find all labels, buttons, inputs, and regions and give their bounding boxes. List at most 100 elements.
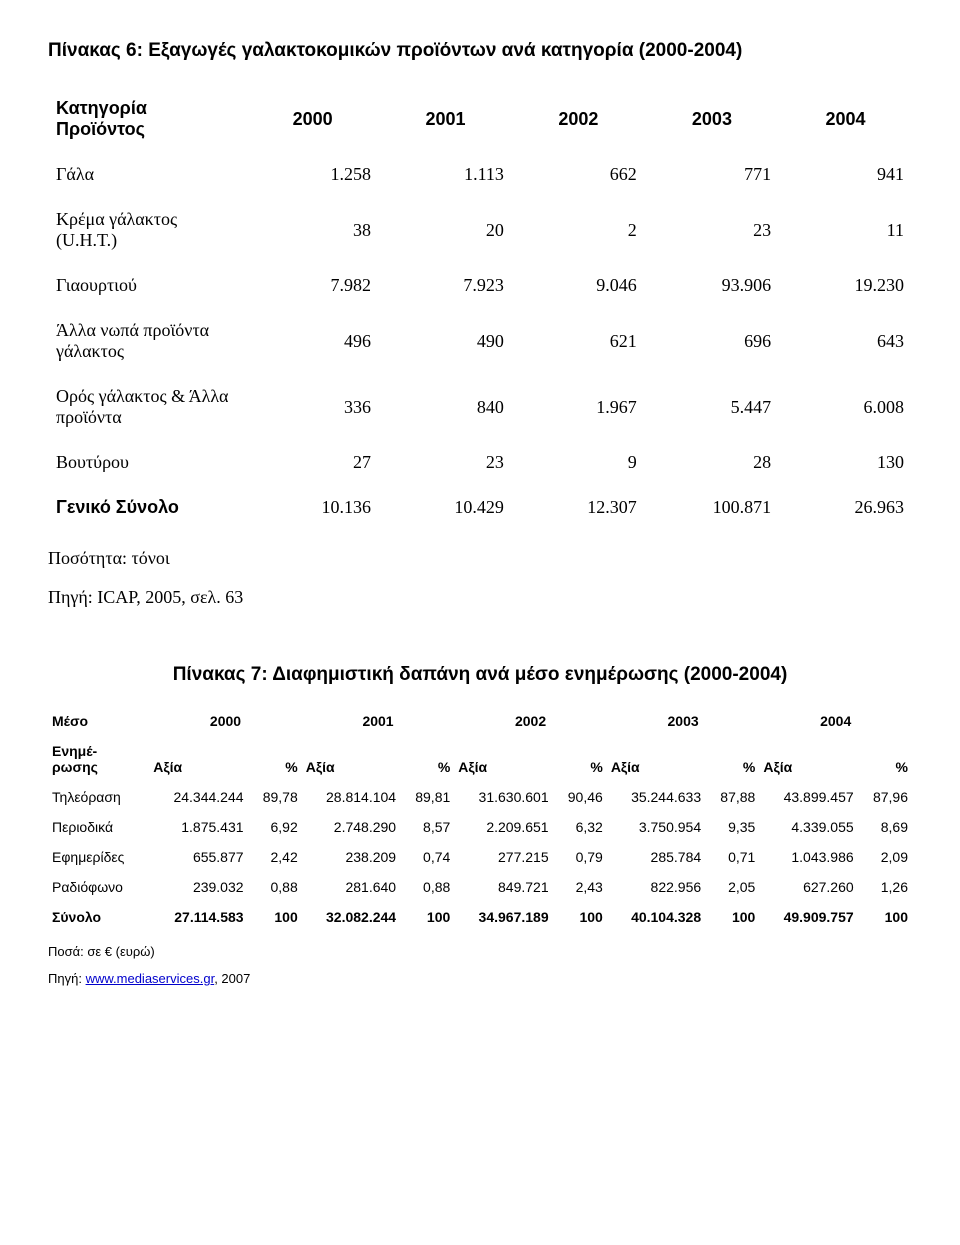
table7-sub-pct: % xyxy=(705,736,759,782)
table7-pct-cell: 90,46 xyxy=(553,782,607,812)
table7-pct-cell: 100 xyxy=(705,902,759,932)
table7-value-cell: 849.721 xyxy=(454,872,552,902)
table6-cell: 1.967 xyxy=(512,374,645,440)
table-row: Ραδιόφωνο239.0320,88281.6400,88849.7212,… xyxy=(48,872,912,902)
table-row: Τηλεόραση24.344.24489,7828.814.10489,813… xyxy=(48,782,912,812)
table7-value-cell: 43.899.457 xyxy=(759,782,857,812)
table-row: Ορός γάλακτος & Άλλα προϊόντα3368401.967… xyxy=(48,374,912,440)
table7-year-0: 2000 xyxy=(149,706,302,736)
table7-year-1: 2001 xyxy=(302,706,455,736)
table6-total-cell: 10.136 xyxy=(246,485,379,530)
table7-value-cell: 1.875.431 xyxy=(149,812,247,842)
table-row: Κρέμα γάλακτος (U.H.T.)382022311 xyxy=(48,197,912,263)
table6-cell: 1.258 xyxy=(246,152,379,197)
table7-value-cell: 27.114.583 xyxy=(149,902,247,932)
table-row: Γάλα1.2581.113662771941 xyxy=(48,152,912,197)
table-row: Γιαουρτιού7.9827.9239.04693.90619.230 xyxy=(48,263,912,308)
table6-cell: 19.230 xyxy=(779,263,912,308)
table6-source-note: Πηγή: ICAP, 2005, σελ. 63 xyxy=(48,587,912,608)
table7-pct-cell: 2,09 xyxy=(858,842,912,872)
table6-cell: 28 xyxy=(645,440,779,485)
table7-year-3: 2003 xyxy=(607,706,760,736)
table7-value-cell: 24.344.244 xyxy=(149,782,247,812)
table7-pct-cell: 0,74 xyxy=(400,842,454,872)
table6-cell: 23 xyxy=(645,197,779,263)
table6-year-2: 2002 xyxy=(512,86,645,152)
table7-pct-cell: 100 xyxy=(858,902,912,932)
table7-year-4: 2004 xyxy=(759,706,912,736)
table6-cell: 130 xyxy=(779,440,912,485)
table7-source-suffix: , 2007 xyxy=(214,971,250,986)
table7-pct-cell: 2,05 xyxy=(705,872,759,902)
table7-pct-cell: 8,57 xyxy=(400,812,454,842)
table7-value-cell: 3.750.954 xyxy=(607,812,705,842)
table6-total-cell: 12.307 xyxy=(512,485,645,530)
table7-value-cell: 2.209.651 xyxy=(454,812,552,842)
table7-row-label: Ραδιόφωνο xyxy=(48,872,149,902)
table7-subheader-row: Ενημέ- ρωσηςΑξία%Αξία%Αξία%Αξία%Αξία% xyxy=(48,736,912,782)
table7-pct-cell: 2,42 xyxy=(248,842,302,872)
table7-sub-pct: % xyxy=(248,736,302,782)
table7-pct-cell: 6,92 xyxy=(248,812,302,842)
table7-value-cell: 49.909.757 xyxy=(759,902,857,932)
table6-cell: 9.046 xyxy=(512,263,645,308)
table7-sub-value: Αξία xyxy=(454,736,552,782)
table6-cell: 1.113 xyxy=(379,152,512,197)
table6-total-label: Γενικό Σύνολο xyxy=(48,485,246,530)
table7-sub-value: Αξία xyxy=(302,736,400,782)
table7-value-cell: 277.215 xyxy=(454,842,552,872)
table7: Μέσο 2000 2001 2002 2003 2004 Ενημέ- ρωσ… xyxy=(48,706,912,932)
table6-cell: 2 xyxy=(512,197,645,263)
table6-year-4: 2004 xyxy=(779,86,912,152)
table7-sub-value: Αξία xyxy=(149,736,247,782)
table6-cell: 27 xyxy=(246,440,379,485)
table6-cell: 6.008 xyxy=(779,374,912,440)
table6-year-0: 2000 xyxy=(246,86,379,152)
table7-row-label: Περιοδικά xyxy=(48,812,149,842)
table7-pct-cell: 1,26 xyxy=(858,872,912,902)
table7-source-link[interactable]: www.mediaservices.gr xyxy=(86,971,215,986)
table6-row-label: Άλλα νωπά προϊόντα γάλακτος xyxy=(48,308,246,374)
table6-cell: 9 xyxy=(512,440,645,485)
table7-value-cell: 285.784 xyxy=(607,842,705,872)
table7-total-row: Σύνολο27.114.58310032.082.24410034.967.1… xyxy=(48,902,912,932)
table7-pct-cell: 8,69 xyxy=(858,812,912,842)
table7-value-cell: 2.748.290 xyxy=(302,812,400,842)
table6-row-label: Βουτύρου xyxy=(48,440,246,485)
table6-year-3: 2003 xyxy=(645,86,779,152)
table7-value-cell: 40.104.328 xyxy=(607,902,705,932)
table6-row-label: Γάλα xyxy=(48,152,246,197)
table7-source: Πηγή: www.mediaservices.gr, 2007 xyxy=(48,971,912,986)
table6-title: Πίνακας 6: Εξαγωγές γαλακτοκομικών προϊό… xyxy=(48,40,912,62)
table7-year-2: 2002 xyxy=(454,706,607,736)
table6-row-label: Ορός γάλακτος & Άλλα προϊόντα xyxy=(48,374,246,440)
table7-pct-cell: 2,43 xyxy=(553,872,607,902)
table6-cell: 490 xyxy=(379,308,512,374)
table-row: Περιοδικά1.875.4316,922.748.2908,572.209… xyxy=(48,812,912,842)
table7-row-header-top: Μέσο xyxy=(48,706,149,736)
table7-value-cell: 32.082.244 xyxy=(302,902,400,932)
table7-value-cell: 31.630.601 xyxy=(454,782,552,812)
table7-pct-cell: 100 xyxy=(248,902,302,932)
table7-source-prefix: Πηγή: xyxy=(48,971,86,986)
table6-cell: 93.906 xyxy=(645,263,779,308)
table7-sub-value: Αξία xyxy=(759,736,857,782)
table7-value-cell: 238.209 xyxy=(302,842,400,872)
table6-header-label: Κατηγορία Προϊόντος xyxy=(48,86,246,152)
table6: Κατηγορία Προϊόντος 2000 2001 2002 2003 … xyxy=(48,86,912,530)
table7-total-label: Σύνολο xyxy=(48,902,149,932)
table6-cell: 771 xyxy=(645,152,779,197)
table7-pct-cell: 87,96 xyxy=(858,782,912,812)
table7-pct-cell: 89,81 xyxy=(400,782,454,812)
table7-pct-cell: 9,35 xyxy=(705,812,759,842)
table7-money-note: Ποσά: σε € (ευρώ) xyxy=(48,944,912,959)
table6-qty-note: Ποσότητα: τόνοι xyxy=(48,548,912,569)
table7-value-cell: 239.032 xyxy=(149,872,247,902)
table7-sub-pct: % xyxy=(400,736,454,782)
table7-sub-pct: % xyxy=(553,736,607,782)
table7-value-cell: 28.814.104 xyxy=(302,782,400,812)
table6-cell: 662 xyxy=(512,152,645,197)
table6-cell: 11 xyxy=(779,197,912,263)
table6-cell: 20 xyxy=(379,197,512,263)
table7-pct-cell: 6,32 xyxy=(553,812,607,842)
